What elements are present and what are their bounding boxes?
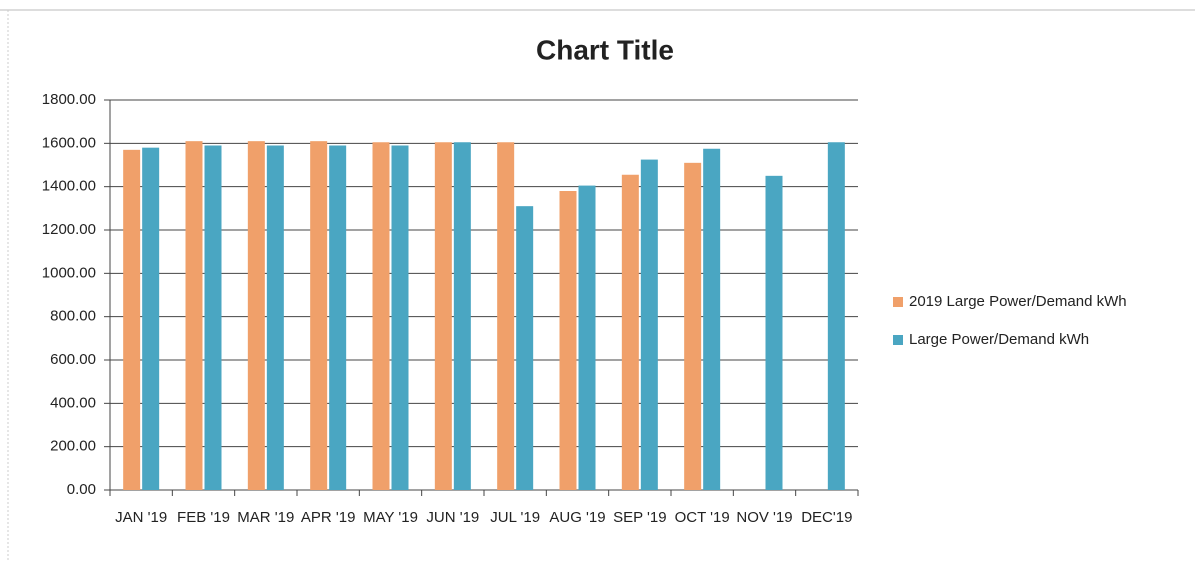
bar xyxy=(123,149,141,491)
y-tick-label: 1400.00 xyxy=(42,178,96,195)
bar xyxy=(703,148,721,490)
bar xyxy=(204,145,222,490)
bar xyxy=(684,162,702,491)
x-tick-label: APR '19 xyxy=(300,509,356,526)
x-tick-label: MAY '19 xyxy=(363,509,418,526)
y-tick-label: 800.00 xyxy=(50,308,96,325)
x-tick-label: JUL '19 xyxy=(490,509,541,526)
bar xyxy=(827,142,845,490)
x-tick-label: SEP '19 xyxy=(613,509,667,526)
y-tick-label: 600.00 xyxy=(50,351,96,368)
bar xyxy=(640,159,658,491)
bar xyxy=(266,145,284,490)
bar xyxy=(578,185,596,491)
bar xyxy=(247,141,265,490)
x-tick-label: DEC'19 xyxy=(801,509,853,526)
bar xyxy=(434,142,452,490)
bar xyxy=(329,145,347,490)
bar xyxy=(497,142,515,490)
y-tick-label: 1800.00 xyxy=(42,91,96,108)
bar xyxy=(516,206,534,490)
x-tick-label: JAN '19 xyxy=(115,509,168,526)
legend-label: 2019 Large Power/Demand kWh xyxy=(909,293,1127,310)
y-tick-label: 400.00 xyxy=(50,394,96,411)
x-tick-label: AUG '19 xyxy=(549,509,606,526)
y-tick-label: 200.00 xyxy=(50,438,96,455)
chart-title: Chart Title xyxy=(536,34,674,65)
legend-swatch xyxy=(893,297,903,307)
y-tick-label: 0.00 xyxy=(67,481,96,498)
y-tick-label: 1000.00 xyxy=(42,264,96,281)
bar xyxy=(765,175,783,491)
bar xyxy=(142,147,160,490)
bar xyxy=(391,145,409,490)
bar xyxy=(621,174,639,490)
bar xyxy=(185,141,203,490)
x-tick-label: JUN '19 xyxy=(426,509,480,526)
x-tick-label: MAR '19 xyxy=(237,509,295,526)
x-tick-label: NOV '19 xyxy=(736,509,793,526)
bar xyxy=(559,191,577,490)
x-tick-label: FEB '19 xyxy=(177,509,230,526)
legend-swatch xyxy=(893,335,903,345)
legend-label: Large Power/Demand kWh xyxy=(909,331,1089,348)
bar xyxy=(310,141,328,490)
bar xyxy=(372,142,390,490)
y-tick-label: 1200.00 xyxy=(42,221,96,238)
y-tick-label: 1600.00 xyxy=(42,134,96,151)
x-tick-label: OCT '19 xyxy=(674,509,730,526)
bar xyxy=(453,142,471,490)
